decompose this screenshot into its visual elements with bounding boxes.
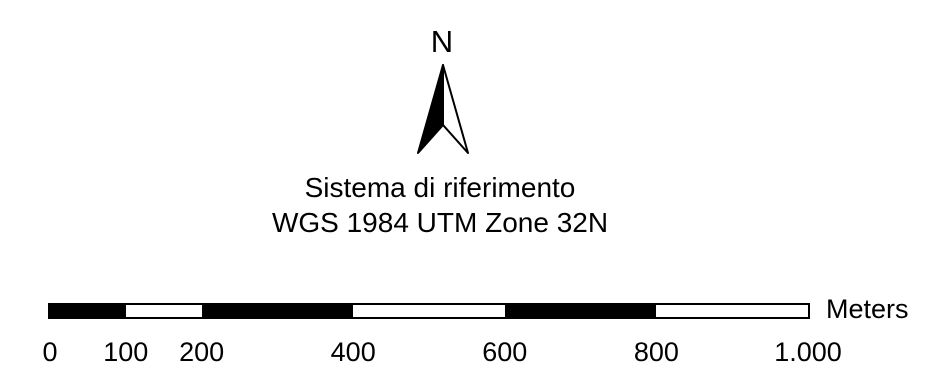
scale-bar-tick-label: 0 bbox=[42, 337, 58, 367]
north-arrow-right-half bbox=[442, 64, 469, 154]
north-label: N bbox=[430, 24, 454, 59]
reference-system-name: WGS 1984 UTM Zone 32N bbox=[271, 207, 609, 238]
scale-bar-tick-label: 400 bbox=[330, 337, 376, 367]
north-arrow-icon bbox=[417, 64, 469, 154]
scale-bar-segment bbox=[125, 305, 202, 317]
scale-bar bbox=[48, 303, 810, 319]
scale-bar-units: Meters bbox=[826, 294, 909, 324]
scale-bar-tick-label: 100 bbox=[103, 337, 149, 367]
north-arrow-left-half bbox=[417, 64, 444, 154]
reference-system-title: Sistema di riferimento bbox=[304, 172, 576, 203]
scale-bar-tick-label: 600 bbox=[482, 337, 528, 367]
scale-bar-tick-label: 1.000 bbox=[774, 337, 842, 367]
scale-bar-segment bbox=[50, 305, 126, 317]
scale-bar-segment bbox=[353, 305, 505, 317]
scale-bar-segment bbox=[656, 305, 808, 317]
scale-bar-segment bbox=[504, 305, 657, 317]
scale-bar-tick-label: 200 bbox=[179, 337, 225, 367]
scale-bar-tick-label: 800 bbox=[633, 337, 679, 367]
scale-bar-segment bbox=[201, 305, 354, 317]
